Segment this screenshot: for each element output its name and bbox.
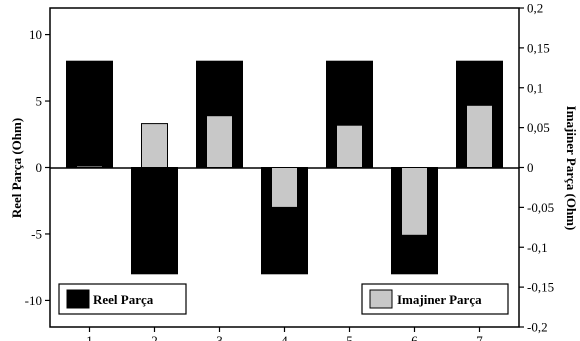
left-tick-label-0: 10 — [29, 27, 42, 42]
right-tick-label-3: 0,05 — [527, 120, 550, 135]
left-tick-label-1: 5 — [36, 94, 43, 109]
bar-imajiner-1 — [76, 165, 103, 168]
left-tick-label-2: 0 — [36, 160, 43, 175]
bar-imajiner-2 — [141, 123, 168, 168]
right-tick-label-4: 0 — [527, 160, 534, 175]
legend-reel-swatch — [66, 289, 90, 309]
x-tick-label-3: 3 — [216, 333, 223, 341]
left-tick-label-3: -5 — [31, 226, 42, 241]
x-tick-label-7: 7 — [476, 333, 483, 341]
bars-group — [66, 60, 503, 275]
left-axis-ticks: 10 5 0 -5 -10 — [25, 27, 50, 308]
legend-reel: Reel Parça — [58, 283, 187, 315]
legend-imajiner-label: Imajiner Parça — [397, 292, 482, 307]
bar-imajiner-7 — [466, 104, 493, 169]
legend-imajiner: Imajiner Parça — [361, 283, 509, 315]
x-tick-label-4: 4 — [281, 333, 288, 341]
bar-reel-1 — [66, 60, 113, 169]
y-axis-title-right: Imajiner Parça (Ohm) — [564, 106, 579, 231]
x-tick-label-2: 2 — [151, 333, 158, 341]
legend-reel-label: Reel Parça — [93, 292, 154, 307]
right-tick-label-6: -0,1 — [527, 240, 548, 255]
bar-imajiner-6 — [401, 167, 428, 236]
bar-imajiner-4 — [271, 167, 298, 208]
right-tick-label-5: -0,05 — [527, 200, 554, 215]
x-tick-label-5: 5 — [346, 333, 353, 341]
right-tick-label-1: 0,15 — [527, 40, 550, 55]
right-axis-ticks: 0,2 0,15 0,1 0,05 0 -0,05 -0,1 -0,15 -0,2 — [519, 1, 554, 335]
x-tick-label-6: 6 — [411, 333, 418, 341]
y-axis-title-left: Reel Parça (Ohm) — [9, 118, 24, 218]
bar-imajiner-5 — [336, 124, 363, 168]
bar-imajiner-3 — [206, 115, 233, 168]
left-tick-label-4: -10 — [25, 293, 42, 308]
legend-imajiner-swatch — [369, 289, 393, 309]
bar-reel-2 — [131, 167, 178, 275]
right-tick-label-2: 0,1 — [527, 80, 543, 95]
right-tick-label-7: -0,15 — [527, 280, 554, 295]
right-tick-label-8: -0,2 — [527, 320, 548, 335]
x-tick-label-1: 1 — [86, 333, 93, 341]
right-tick-label-0: 0,2 — [527, 1, 543, 16]
x-axis-ticks: 1 2 3 4 5 6 7 — [86, 327, 483, 341]
